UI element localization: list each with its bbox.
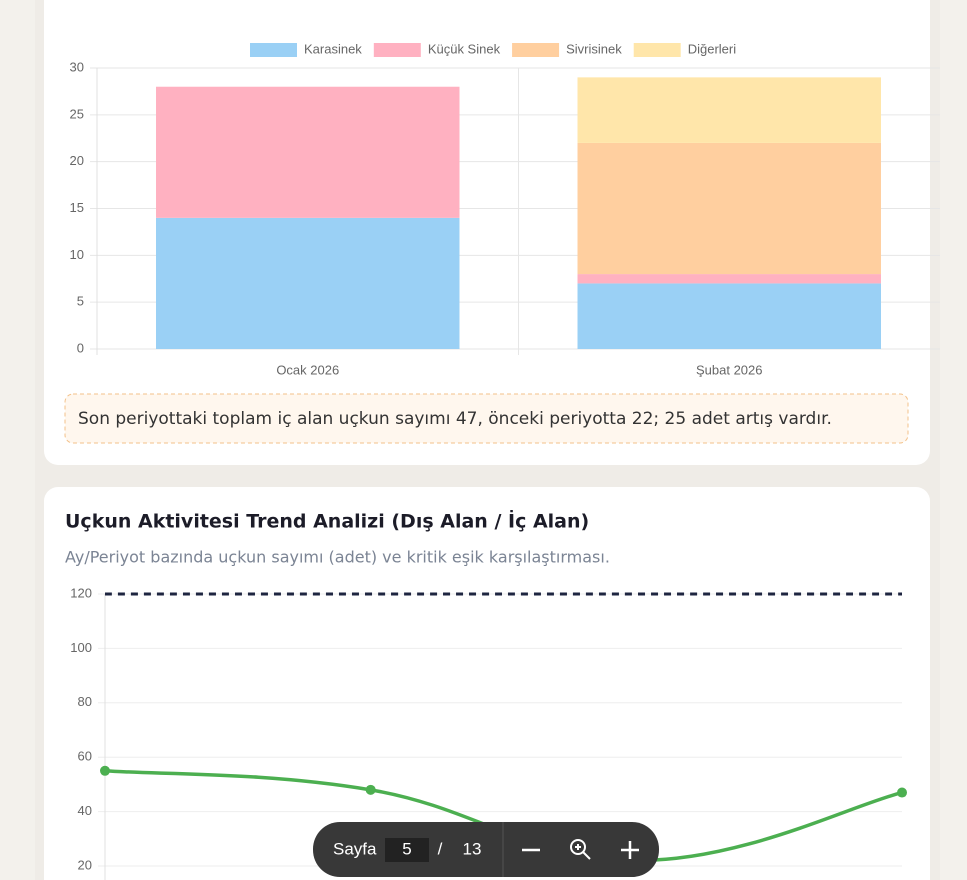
- bar-segment: [577, 77, 881, 143]
- page-label: Sayfa: [333, 839, 377, 858]
- zoom-fit[interactable]: [570, 839, 591, 860]
- y-tick-label: 10: [70, 247, 84, 262]
- y-tick-label: 100: [70, 640, 92, 655]
- legend-label: Sivrisinek: [566, 41, 622, 56]
- y-tick-label: 60: [78, 749, 92, 764]
- point: [100, 765, 110, 776]
- x-tick-label: Ocak 2026: [276, 362, 339, 377]
- bar-segment: [577, 142, 881, 275]
- page-input[interactable]: [385, 838, 429, 862]
- y-tick-label: 5: [77, 294, 84, 309]
- bar-segment: [156, 86, 460, 218]
- y-tick-label: 80: [78, 694, 92, 709]
- y-tick-label: 20: [78, 857, 92, 872]
- page-total: 13: [463, 839, 482, 858]
- y-tick-label: 0: [77, 340, 84, 355]
- toolbar: Sayfa 5 / 13: [313, 822, 659, 877]
- point: [365, 784, 376, 795]
- note-box: [64, 393, 909, 444]
- bar-segment: [577, 274, 881, 284]
- y-tick-label: 120: [70, 585, 92, 600]
- chart-subtitle: Ay/Periyot bazında uçkun sayımı (adet) v…: [65, 548, 610, 567]
- note: Son periyottaki toplam iç alan uçkun say…: [78, 409, 832, 429]
- legend-label: Diğerleri: [688, 41, 737, 56]
- toolbar-bg: [313, 822, 659, 877]
- chart-title: Uçkun Aktivitesi Trend Analizi (Dış Alan…: [65, 509, 589, 533]
- legend-swatch: [373, 43, 421, 57]
- legend-swatch: [633, 43, 681, 57]
- page-number[interactable]: 5: [402, 839, 411, 858]
- bar-segment: [156, 217, 460, 349]
- zoom-in[interactable]: [621, 841, 639, 859]
- card: [44, 487, 930, 880]
- y-tick-label: 30: [70, 59, 84, 74]
- x-tick-label: Şubat 2026: [696, 362, 763, 377]
- point: [897, 787, 907, 798]
- y-tick-label: 15: [70, 200, 84, 215]
- legend-swatch: [250, 43, 297, 57]
- bar-segment: [577, 283, 881, 349]
- y-tick-label: 40: [78, 803, 92, 818]
- legend-label: Karasinek: [304, 41, 362, 56]
- y-tick-label: 25: [70, 106, 84, 121]
- legend-label: Küçük Sinek: [428, 41, 501, 56]
- y-tick-label: 20: [70, 153, 84, 168]
- page-separator: /: [438, 839, 443, 858]
- legend-swatch: [512, 43, 560, 57]
